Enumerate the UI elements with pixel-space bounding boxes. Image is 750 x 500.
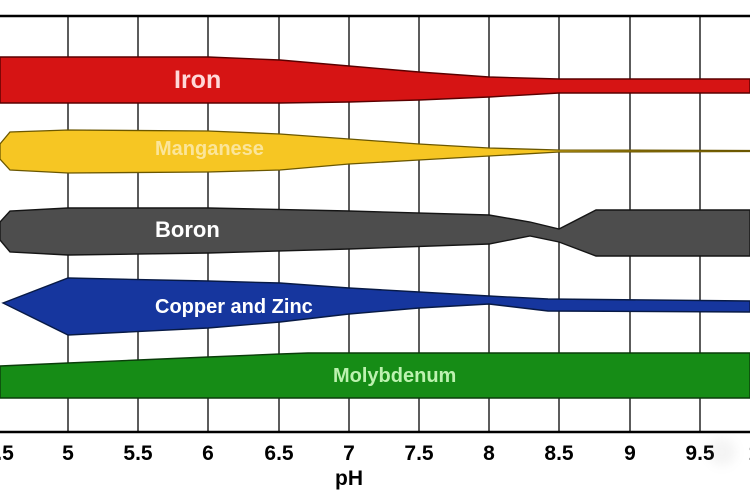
svg-text:8.5: 8.5 xyxy=(544,442,574,465)
svg-text:6.5: 6.5 xyxy=(264,442,294,465)
svg-text:Iron: Iron xyxy=(174,66,221,94)
svg-text:9: 9 xyxy=(624,442,636,465)
svg-text:6: 6 xyxy=(202,442,214,465)
svg-text:Manganese: Manganese xyxy=(155,138,264,160)
svg-text:5: 5 xyxy=(62,442,74,465)
svg-text:5.5: 5.5 xyxy=(123,442,153,465)
svg-text:Boron: Boron xyxy=(155,217,220,242)
svg-text:pH: pH xyxy=(335,467,363,490)
svg-text:8: 8 xyxy=(483,442,495,465)
svg-text:.5: .5 xyxy=(0,442,14,465)
svg-text:Molybdenum: Molybdenum xyxy=(333,365,456,387)
svg-text:7: 7 xyxy=(343,442,355,465)
svg-text:Copper and Zinc: Copper and Zinc xyxy=(155,296,313,318)
svg-text:7.5: 7.5 xyxy=(404,442,434,465)
